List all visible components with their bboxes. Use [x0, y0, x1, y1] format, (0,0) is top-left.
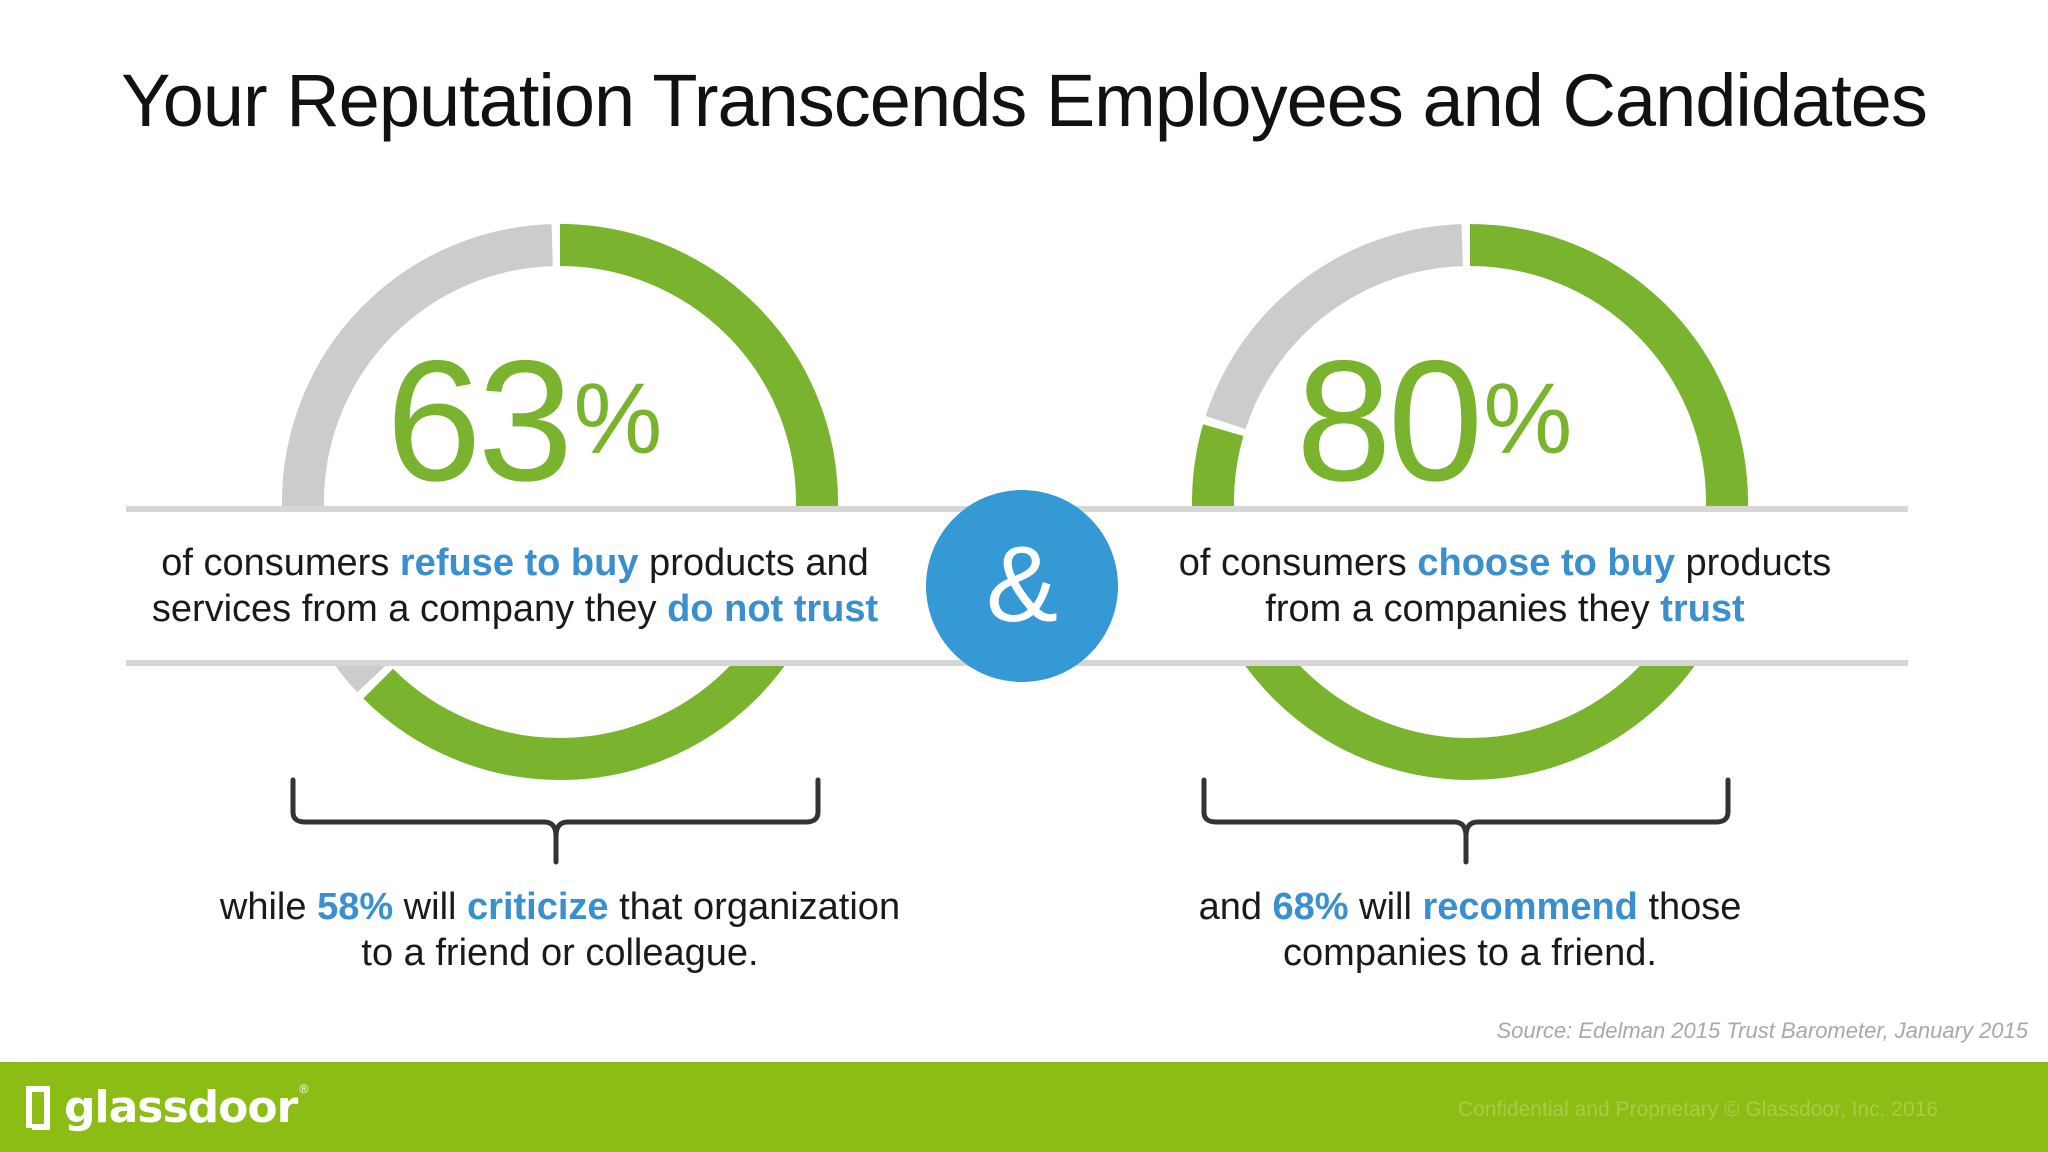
left-sub-text: will — [393, 886, 468, 928]
left-sub-text: that organization to a friend or colleag… — [361, 886, 901, 974]
left-statement-text: of consumers — [161, 542, 400, 584]
right-sub-text: and — [1198, 886, 1273, 928]
right-substatement: and 68% will recommend those companies t… — [1110, 884, 1830, 976]
right-percent-symbol: % — [1483, 363, 1573, 475]
left-percent: 63% — [386, 335, 662, 507]
footer-bar: glassdoor ® Confidential and Proprietary … — [0, 1062, 2048, 1152]
left-percent-symbol: % — [573, 363, 663, 475]
right-statement-text: products from a companies they — [1265, 542, 1832, 630]
left-statement: of consumers refuse to buy products and … — [120, 540, 910, 632]
right-statement-text: of consumers — [1178, 542, 1418, 584]
logo-registered-mark: ® — [299, 1082, 309, 1096]
right-bracket — [1201, 777, 1731, 865]
left-ring-track — [282, 224, 838, 780]
right-sub-text: those companies to a friend. — [1283, 886, 1742, 974]
logo-wordmark: glassdoor — [64, 1081, 298, 1133]
glassdoor-door-icon — [26, 1086, 50, 1130]
right-sub-highlight: recommend — [1422, 886, 1638, 928]
left-sub-highlight: criticize — [467, 886, 609, 928]
source-citation: Source: Edelman 2015 Trust Barometer, Ja… — [1496, 1018, 2028, 1043]
left-bracket — [290, 777, 821, 865]
left-statement-highlight: do not trust — [667, 588, 879, 630]
left-sub-text: while — [219, 886, 318, 928]
glassdoor-logo: glassdoor ® — [22, 1080, 308, 1134]
left-sub-highlight: 58% — [317, 886, 394, 928]
confidential-notice: Confidential and Proprietary © Glassdoor… — [1457, 1098, 1938, 1121]
left-statement-highlight: refuse to buy — [399, 542, 639, 584]
right-percent: 80% — [1296, 335, 1572, 507]
ampersand-badge: & — [926, 490, 1118, 682]
right-percent-number: 80 — [1296, 325, 1483, 517]
page-title: Your Reputation Transcends Employees and… — [121, 59, 1928, 142]
right-statement-highlight: trust — [1660, 588, 1745, 630]
left-ring-progress — [282, 224, 838, 780]
left-percent-number: 63 — [386, 325, 573, 517]
right-statement: of consumers choose to buy products from… — [1140, 540, 1870, 632]
left-substatement: while 58% will criticize that organizati… — [200, 884, 920, 976]
right-sub-highlight: 68% — [1272, 886, 1349, 928]
right-ring-progress — [1192, 224, 1748, 780]
right-statement-highlight: choose to buy — [1417, 542, 1675, 584]
right-sub-text: will — [1348, 886, 1423, 928]
left-statement-text: products and services from a company the… — [151, 542, 869, 630]
